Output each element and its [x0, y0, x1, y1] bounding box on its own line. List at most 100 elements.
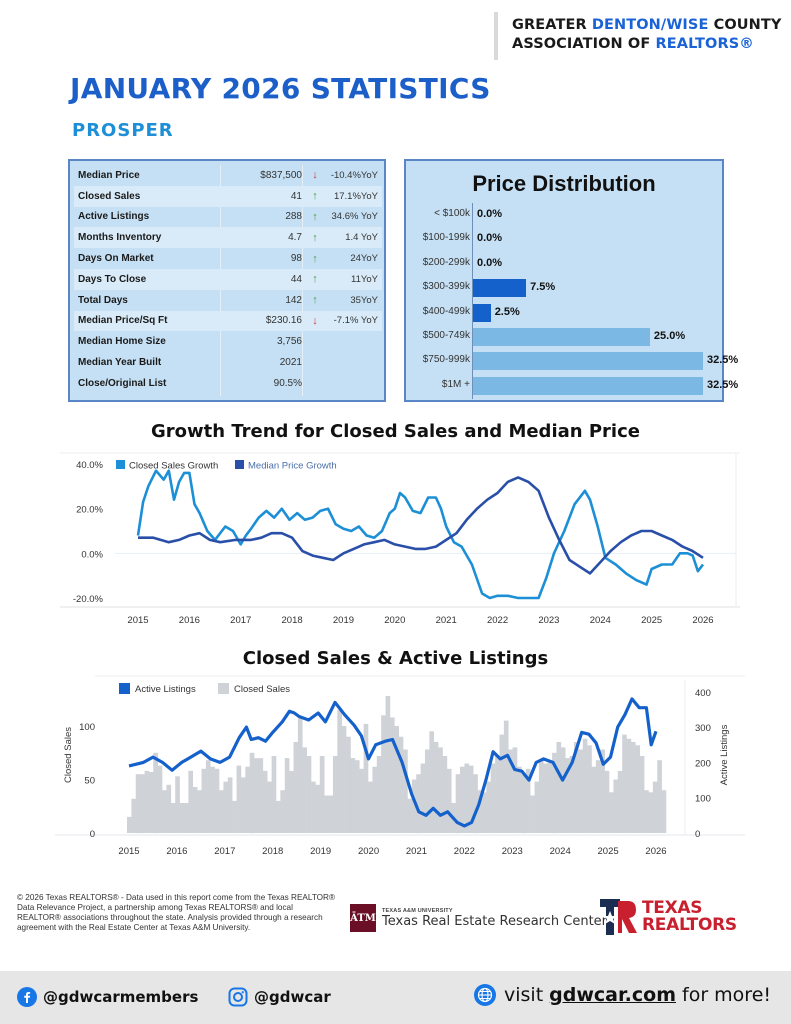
- website-url[interactable]: gdwcar.com: [549, 984, 676, 1006]
- left-axis-title: Closed Sales: [63, 727, 74, 783]
- left-y-tick-label: 100: [79, 722, 95, 733]
- tamu-university-label: TEXAS A&M UNIVERSITY: [382, 907, 453, 914]
- stat-value: 44: [290, 273, 302, 285]
- right-y-tick-label: 400: [695, 688, 711, 699]
- texas-realtors-word-2: REALTORS: [642, 915, 737, 935]
- x-tick-label: 2018: [262, 846, 283, 857]
- closed-sales-bar: [332, 756, 338, 833]
- closed-sales-bar: [354, 760, 360, 833]
- globe-icon: [474, 984, 496, 1006]
- closed-sales-bar: [403, 749, 408, 833]
- closed-sales-bar: [284, 758, 290, 833]
- closed-sales-bar: [591, 766, 597, 833]
- closed-sales-bar: [346, 736, 351, 833]
- legend-swatch: [116, 460, 125, 469]
- facebook-handle[interactable]: @gdwcarmembers: [43, 988, 199, 1006]
- closed-sales-bar: [232, 800, 237, 833]
- y-tick-label: -20.0%: [73, 594, 104, 605]
- closed-sales-bar: [609, 792, 614, 833]
- closed-sales-bar: [460, 766, 465, 833]
- x-tick-label: 2020: [384, 615, 405, 626]
- closed-sales-bar: [486, 781, 492, 833]
- closed-sales-bar: [512, 747, 518, 833]
- closed-sales-bar: [267, 781, 272, 833]
- y-tick-label: 0.0%: [81, 549, 103, 560]
- closed-sales-bar: [525, 768, 531, 833]
- closed-sales-bar: [192, 787, 198, 833]
- stat-value: $230.16: [265, 315, 302, 327]
- facebook-link[interactable]: @gdwcarmembers: [17, 987, 198, 1007]
- closed-sales-bar: [236, 765, 242, 833]
- visit-prefix: visit: [504, 984, 544, 1006]
- closed-sales-bar: [372, 766, 378, 833]
- right-y-tick-label: 200: [695, 758, 711, 769]
- x-tick-label: 2026: [645, 846, 666, 857]
- x-tick-label: 2015: [118, 846, 139, 857]
- stat-value: 2021: [279, 357, 302, 369]
- org-name-part: GREATER: [512, 17, 592, 33]
- closed-sales-bar: [626, 738, 632, 833]
- closed-sales-bar: [569, 756, 575, 833]
- price-bucket-value: 0.0%: [477, 256, 503, 269]
- left-y-tick-label: 0: [90, 829, 95, 840]
- closed-sales-bar: [490, 763, 496, 833]
- stat-value: 3,756: [276, 336, 302, 348]
- closed-sales-bar: [315, 784, 321, 833]
- instagram-icon: [228, 987, 248, 1007]
- closed-sales-bar: [534, 781, 540, 833]
- website-link[interactable]: visit gdwcar.com for more!: [474, 984, 771, 1006]
- legend-swatch: [119, 683, 130, 694]
- stats-row: Days On Market 98 ↑ 24YoY: [74, 248, 382, 269]
- x-tick-label: 2019: [333, 615, 354, 626]
- texas-realtors-word-1: TEXAS: [642, 898, 703, 918]
- x-tick-label: 2018: [282, 615, 303, 626]
- price-distribution-panel: Price Distribution < $100k 0.0% $100-199k 0…: [404, 159, 738, 402]
- trend-up-arrow-icon: ↑: [312, 294, 318, 307]
- closed-sales-bar: [205, 760, 211, 833]
- closed-sales-bar: [582, 738, 588, 833]
- texas-realtors-logo: TEXAS REALTORS: [600, 899, 737, 935]
- closed-sales-bar: [385, 696, 391, 833]
- visit-suffix: for more!: [682, 984, 771, 1006]
- closed-sales-bar: [227, 777, 233, 833]
- instagram-link[interactable]: @gdwcar: [228, 987, 331, 1007]
- closed-sales-bar: [376, 756, 382, 833]
- stat-value: $837,500: [260, 169, 302, 181]
- closed-sales-bar: [530, 795, 535, 833]
- closed-sales-bar: [565, 758, 570, 833]
- closed-sales-bar: [587, 745, 592, 833]
- closed-sales-bar: [153, 752, 158, 834]
- closed-sales-bar: [508, 749, 513, 833]
- price-bucket-bar: [473, 328, 650, 346]
- x-tick-label: 2020: [358, 846, 379, 857]
- median-price-growth-line: [138, 476, 704, 575]
- right-y-tick-label: 100: [695, 794, 711, 805]
- closed-sales-bar: [140, 774, 145, 834]
- legend-label: Closed Sales Growth: [129, 461, 218, 472]
- closed-sales-bar: [135, 774, 141, 834]
- instagram-handle[interactable]: @gdwcar: [254, 988, 331, 1006]
- closed-sales-bar: [411, 779, 417, 833]
- stat-yoy: -10.4%YoY: [330, 169, 378, 181]
- stat-yoy: 1.4 YoY: [345, 232, 378, 244]
- stat-label: Days On Market: [78, 253, 154, 265]
- city-name: PROSPER: [72, 120, 174, 141]
- price-bucket-bar: [473, 352, 703, 371]
- stats-row: Months Inventory 4.7 ↑ 1.4 YoY: [74, 227, 382, 249]
- active-listings-line: [128, 697, 658, 828]
- closed-sales-bar: [604, 770, 610, 833]
- trend-up-arrow-icon: ↑: [312, 252, 318, 265]
- x-tick-label: 2023: [502, 846, 523, 857]
- price-bucket-label: < $100k: [434, 208, 470, 219]
- x-tick-label: 2015: [127, 615, 148, 626]
- disclaimer-text: © 2026 Texas REALTORS® - Data used in th…: [17, 893, 335, 932]
- closed-sales-bar: [538, 760, 544, 833]
- closed-sales-bar: [446, 768, 452, 833]
- closed-sales-bar: [420, 763, 426, 833]
- closed-sales-bar: [495, 756, 500, 833]
- closed-sales-bar: [214, 768, 220, 833]
- right-y-tick-label: 300: [695, 723, 711, 734]
- stat-value: 142: [285, 294, 302, 306]
- closed-sales-bar: [573, 742, 579, 833]
- closed-sales-bar: [183, 803, 189, 833]
